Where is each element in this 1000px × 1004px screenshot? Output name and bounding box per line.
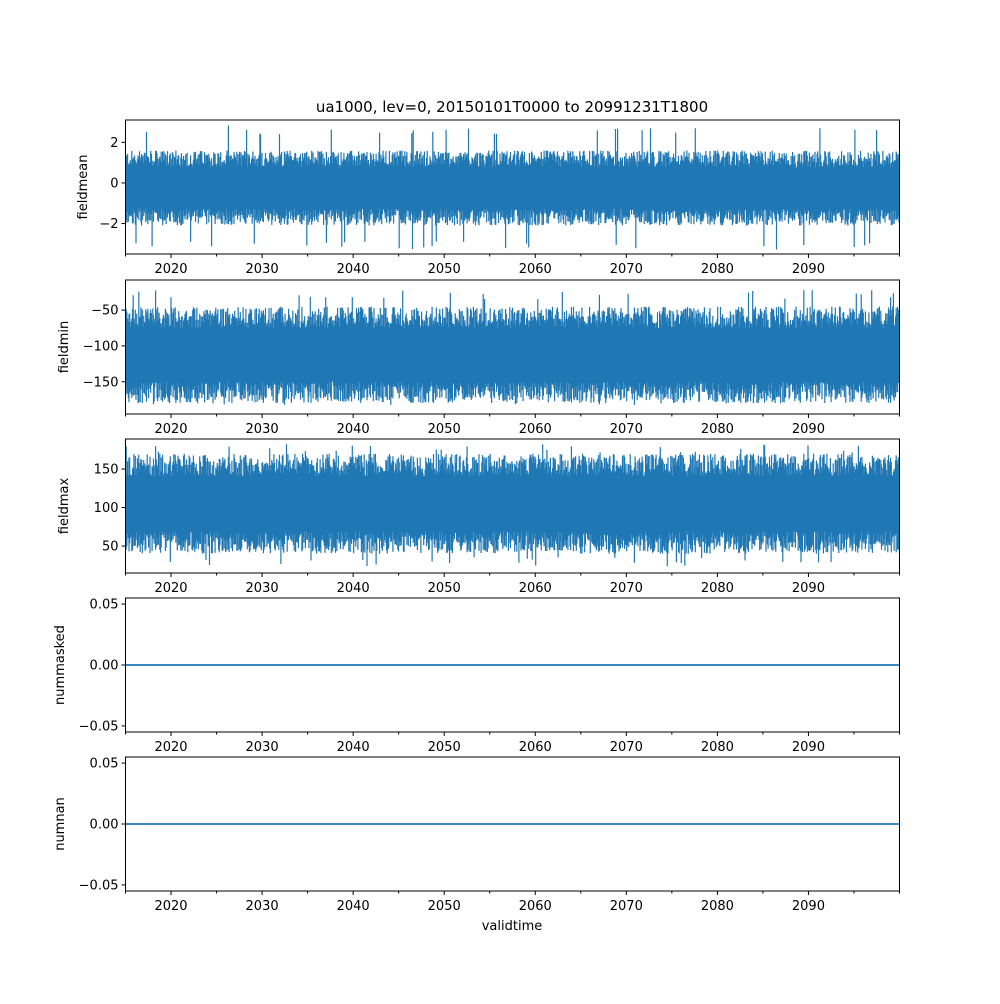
y-tick-label: 0.05 <box>90 757 119 772</box>
subplot-nummasked: 0.05 0.00 −0.05 nummasked 2020 2030 2040 2050 20… <box>53 597 900 755</box>
y-tick-label: 150 <box>94 463 119 478</box>
x-tick-label: 2070 <box>610 899 643 914</box>
y-axis-label: fieldmin <box>57 321 72 374</box>
x-tick-label: 2020 <box>154 262 187 277</box>
x-tick-label: 2040 <box>337 740 370 755</box>
x-tick-label: 2060 <box>519 422 552 437</box>
y-tick-label: −0.05 <box>79 878 119 893</box>
x-tick-label: 2070 <box>610 262 643 277</box>
y-tick-label: 0.00 <box>90 818 119 833</box>
y-tick-label: 0 <box>110 176 118 191</box>
x-tick-label: 2090 <box>792 581 825 596</box>
x-tick-label: 2050 <box>428 740 461 755</box>
series-band <box>125 444 900 566</box>
x-axis-label: validtime <box>482 919 543 934</box>
x-tick-label: 2090 <box>792 262 825 277</box>
x-tick-label: 2020 <box>154 581 187 596</box>
y-axis-label: fieldmax <box>57 478 72 535</box>
x-tick-label: 2040 <box>337 422 370 437</box>
subplot-fieldmin: −50 −100 −150 fieldmin 2020 2030 2040 2050 2060 2… <box>57 279 900 437</box>
x-tick-label: 2020 <box>154 899 187 914</box>
subplot-numnan: 0.05 0.00 −0.05 numnan 2020 2030 2040 2050 2060 2… <box>53 756 900 914</box>
x-tick-label: 2030 <box>246 899 279 914</box>
x-tick-label: 2060 <box>519 581 552 596</box>
x-tick-label: 2070 <box>610 740 643 755</box>
y-tick-label: 50 <box>102 540 119 555</box>
x-tick-label: 2060 <box>519 262 552 277</box>
x-tick-label: 2030 <box>246 422 279 437</box>
y-tick-label: 0.05 <box>90 598 119 613</box>
y-axis-label: numnan <box>53 797 68 851</box>
series-band <box>125 125 900 250</box>
y-tick-label: −0.05 <box>79 719 119 734</box>
series-fieldmin <box>125 290 900 405</box>
x-tick-label: 2070 <box>610 422 643 437</box>
x-tick-label: 2090 <box>792 422 825 437</box>
x-tick-label: 2080 <box>701 422 734 437</box>
series-fieldmax <box>125 444 900 566</box>
y-tick-label: −2 <box>99 217 118 232</box>
x-tick-label: 2030 <box>246 740 279 755</box>
y-tick-label: −150 <box>83 375 119 390</box>
x-tick-label: 2090 <box>792 740 825 755</box>
x-tick-label: 2080 <box>701 740 734 755</box>
x-tick-label: 2080 <box>701 581 734 596</box>
x-tick-label: 2050 <box>428 581 461 596</box>
series-fieldmean <box>125 125 900 250</box>
y-axis-label: fieldmean <box>76 155 91 220</box>
x-tick-label: 2050 <box>428 422 461 437</box>
x-tick-label: 2070 <box>610 581 643 596</box>
y-tick-label: −50 <box>91 304 118 319</box>
x-tick-label: 2080 <box>701 899 734 914</box>
series-band <box>125 290 900 405</box>
subplot-fieldmax: 150 100 50 fieldmax 2020 2030 2040 2050 2060 2070… <box>57 438 900 596</box>
x-tick-label: 2030 <box>246 581 279 596</box>
x-tick-label: 2040 <box>337 581 370 596</box>
x-tick-label: 2060 <box>519 899 552 914</box>
x-tick-label: 2080 <box>701 262 734 277</box>
x-tick-label: 2050 <box>428 899 461 914</box>
y-axis-label: nummasked <box>53 625 68 705</box>
x-tick-label: 2090 <box>792 899 825 914</box>
x-tick-label: 2040 <box>337 899 370 914</box>
y-tick-label: 2 <box>110 136 118 151</box>
x-tick-label: 2020 <box>154 422 187 437</box>
x-tick-label: 2030 <box>246 262 279 277</box>
axes-frame <box>125 279 900 415</box>
x-tick-label: 2060 <box>519 740 552 755</box>
y-tick-label: 0.00 <box>90 659 119 674</box>
x-tick-label: 2050 <box>428 262 461 277</box>
x-tick-label: 2020 <box>154 740 187 755</box>
chart-title: ua1000, lev=0, 20150101T0000 to 20991231… <box>316 98 708 116</box>
subplot-fieldmean: 2 0 −2 fieldmean 2020 2030 2040 2050 2060 2070 208… <box>76 119 900 277</box>
x-tick-label: 2040 <box>337 262 370 277</box>
axes-frame <box>125 438 900 574</box>
axes-frame <box>125 119 900 255</box>
y-tick-label: −100 <box>83 339 119 354</box>
y-tick-label: 100 <box>94 501 119 516</box>
